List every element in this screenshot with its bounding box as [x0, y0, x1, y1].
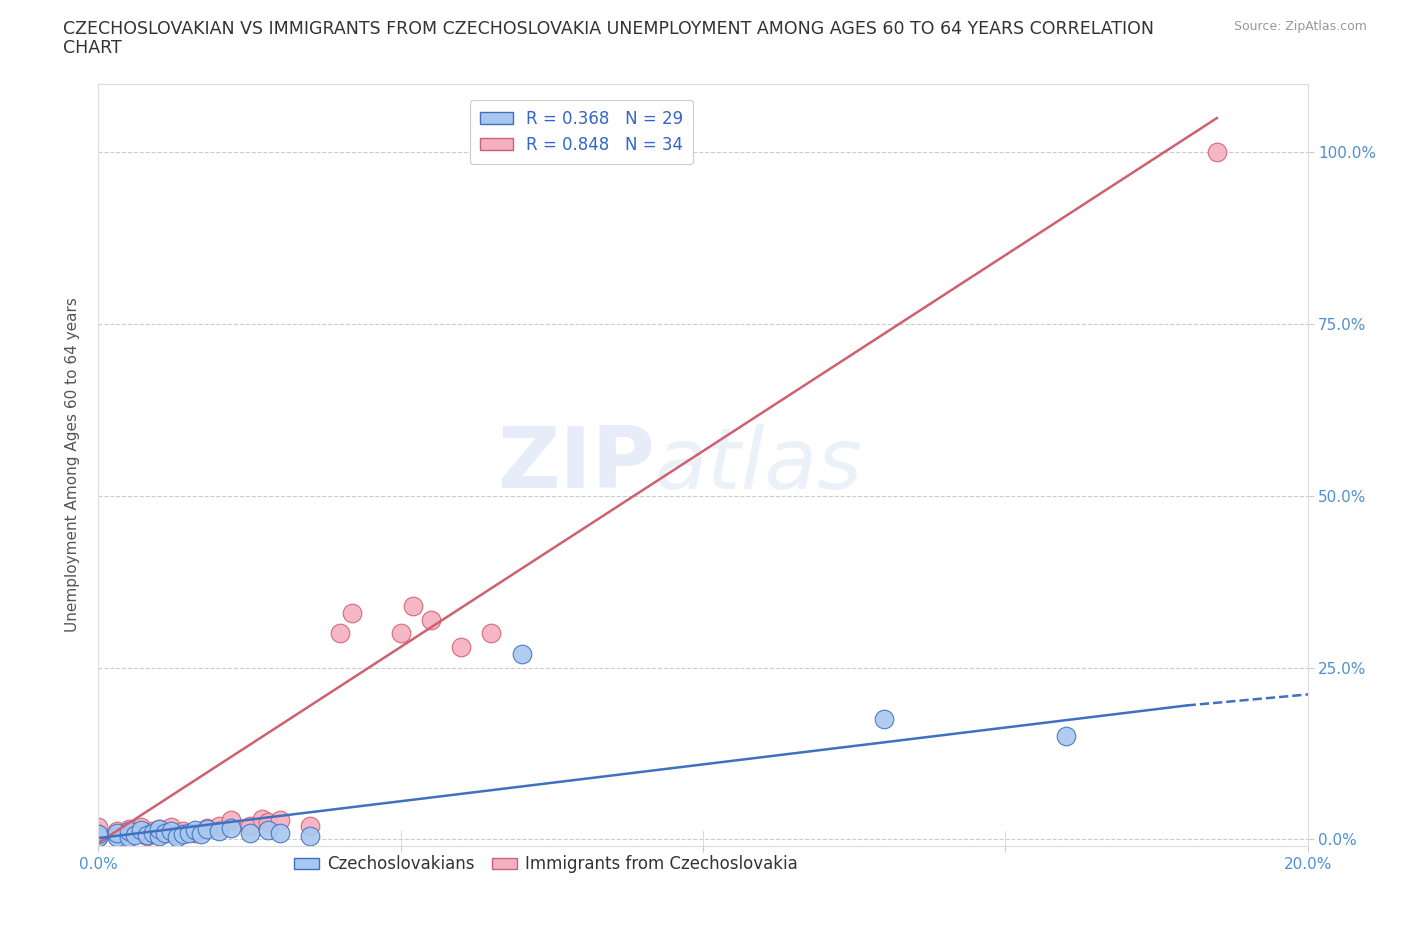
- Point: [87, 819, 110, 834]
- Point: [172, 827, 194, 842]
- Point: [184, 825, 207, 840]
- Point: [160, 824, 183, 839]
- Point: [124, 827, 146, 842]
- Point: [195, 822, 218, 837]
- Point: [250, 811, 273, 826]
- Point: [1054, 729, 1077, 744]
- Point: [299, 829, 322, 844]
- Point: [239, 825, 262, 840]
- Point: [153, 825, 176, 840]
- Text: CZECHOSLOVAKIAN VS IMMIGRANTS FROM CZECHOSLOVAKIA UNEMPLOYMENT AMONG AGES 60 TO : CZECHOSLOVAKIAN VS IMMIGRANTS FROM CZECH…: [63, 20, 1154, 38]
- Point: [148, 829, 170, 844]
- Point: [269, 813, 291, 828]
- Point: [256, 822, 278, 837]
- Point: [342, 605, 364, 620]
- Point: [105, 824, 128, 839]
- Point: [153, 825, 176, 840]
- Point: [118, 824, 141, 839]
- Point: [190, 827, 212, 842]
- Point: [172, 824, 194, 839]
- Point: [148, 822, 170, 837]
- Point: [129, 819, 152, 834]
- Point: [118, 830, 141, 844]
- Point: [166, 830, 188, 844]
- Point: [124, 825, 146, 840]
- Text: Source: ZipAtlas.com: Source: ZipAtlas.com: [1233, 20, 1367, 33]
- Point: [1206, 145, 1229, 160]
- Point: [873, 711, 896, 726]
- Point: [105, 825, 128, 840]
- Point: [208, 818, 231, 833]
- Point: [105, 830, 128, 844]
- Point: [87, 827, 110, 842]
- Point: [510, 646, 533, 661]
- Point: [481, 626, 503, 641]
- Point: [142, 825, 165, 840]
- Point: [148, 828, 170, 843]
- Point: [118, 822, 141, 837]
- Text: CHART: CHART: [63, 39, 122, 57]
- Point: [142, 824, 165, 839]
- Point: [299, 818, 322, 833]
- Point: [269, 825, 291, 840]
- Text: ZIP: ZIP: [496, 423, 655, 507]
- Point: [402, 598, 425, 613]
- Point: [208, 824, 231, 839]
- Text: atlas: atlas: [655, 423, 863, 507]
- Point: [118, 827, 141, 842]
- Point: [420, 612, 443, 627]
- Y-axis label: Unemployment Among Ages 60 to 64 years: Unemployment Among Ages 60 to 64 years: [65, 298, 80, 632]
- Point: [87, 825, 110, 840]
- Point: [87, 830, 110, 844]
- Point: [179, 825, 201, 840]
- Point: [184, 822, 207, 837]
- Point: [221, 821, 243, 836]
- Point: [160, 819, 183, 834]
- Point: [135, 828, 157, 843]
- Point: [87, 830, 110, 844]
- Point: [148, 822, 170, 837]
- Point: [239, 818, 262, 833]
- Legend: Czechoslovakians, Immigrants from Czechoslovakia: Czechoslovakians, Immigrants from Czecho…: [287, 848, 804, 880]
- Point: [256, 815, 278, 830]
- Point: [450, 640, 472, 655]
- Point: [105, 829, 128, 844]
- Point: [329, 626, 352, 641]
- Point: [195, 821, 218, 836]
- Point: [135, 829, 157, 844]
- Point: [166, 827, 188, 842]
- Point: [221, 813, 243, 828]
- Point: [129, 822, 152, 837]
- Point: [389, 626, 412, 641]
